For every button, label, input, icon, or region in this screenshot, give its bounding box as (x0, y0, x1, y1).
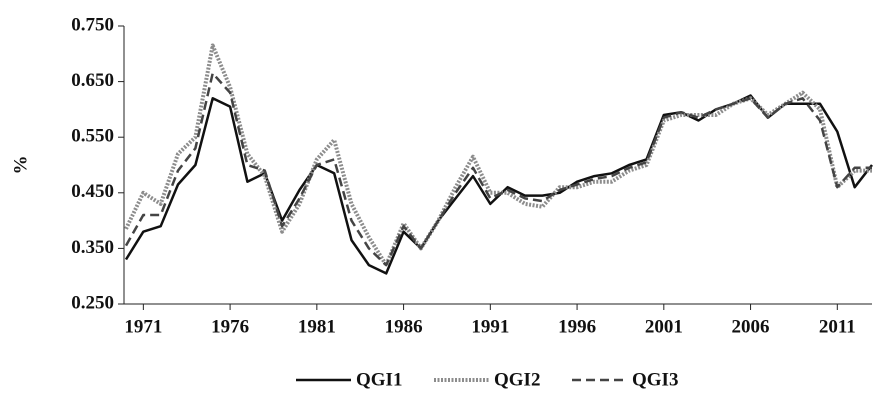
y-tick-label: 0.450 (71, 181, 114, 202)
legend-label: QGI2 (494, 369, 540, 390)
x-tick-label: 1981 (298, 316, 336, 337)
y-tick-label: 0.550 (71, 126, 114, 147)
y-tick-label: 0.250 (71, 292, 114, 313)
x-tick-label: 1986 (385, 316, 423, 337)
y-tick-label: 0.750 (71, 14, 114, 35)
legend-label: QGI1 (356, 369, 402, 390)
series-line (124, 43, 872, 268)
y-tick-label: 0.350 (71, 237, 114, 258)
y-axis-label: % (10, 156, 31, 175)
x-tick-label: 1971 (124, 316, 162, 337)
x-tick-label: 2001 (645, 316, 683, 337)
series-line (124, 72, 872, 267)
x-tick-label: 2006 (732, 316, 770, 337)
x-tick-label: 1996 (558, 316, 596, 337)
x-tick-label: 1991 (471, 316, 509, 337)
x-tick-label: 2011 (819, 316, 856, 337)
y-tick-label: 0.650 (71, 70, 114, 91)
legend-label: QGI3 (632, 369, 678, 390)
x-tick-label: 1976 (211, 316, 249, 337)
